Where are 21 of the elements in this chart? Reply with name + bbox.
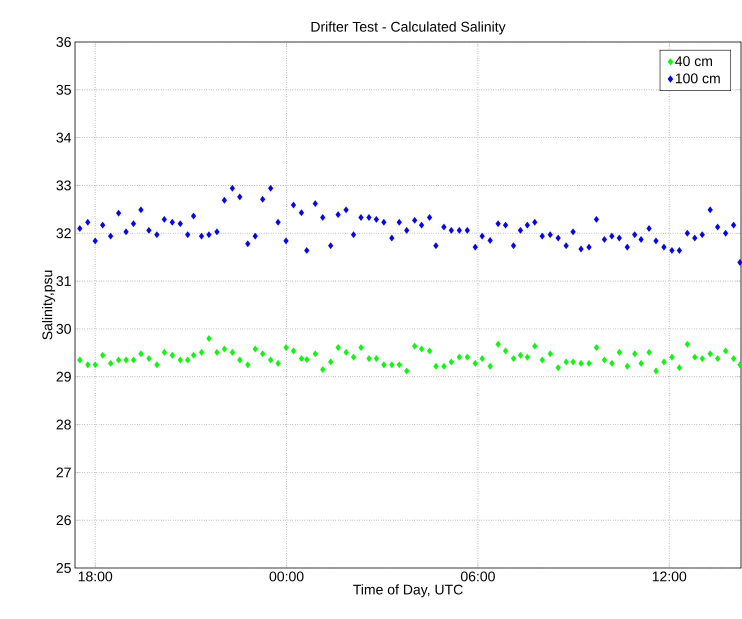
x-tick-label: 12:00 — [652, 572, 686, 582]
y-tick-label: 35 — [56, 84, 71, 95]
y-tick-label: 32 — [56, 228, 71, 238]
y-tick-label: 36 — [56, 37, 71, 47]
legend-label: 40 cm — [675, 56, 712, 66]
x-axis-title: Time of Day, UTC — [353, 584, 463, 598]
chart-title: Drifter Test - Calculated Salinity — [312, 21, 506, 34]
y-tick-label: 33 — [56, 180, 71, 190]
legend-label: 100 cm — [676, 73, 720, 84]
x-tick-label: 18:00 — [78, 572, 112, 582]
y-tick-label: 25 — [56, 563, 71, 573]
y-tick-label: 27 — [56, 467, 71, 478]
y-tick-label: 28 — [56, 420, 71, 430]
y-tick-label: 29 — [56, 372, 71, 382]
y-tick-label: 31 — [56, 276, 71, 286]
y-axis-title: Salinity,psu — [42, 270, 56, 340]
y-tick-label: 34 — [56, 132, 72, 143]
x-tick-label: 00:00 — [270, 572, 304, 582]
y-tick-label: 30 — [56, 324, 71, 334]
x-tick-label: 06:00 — [460, 572, 495, 582]
y-tick-label: 26 — [56, 515, 71, 526]
